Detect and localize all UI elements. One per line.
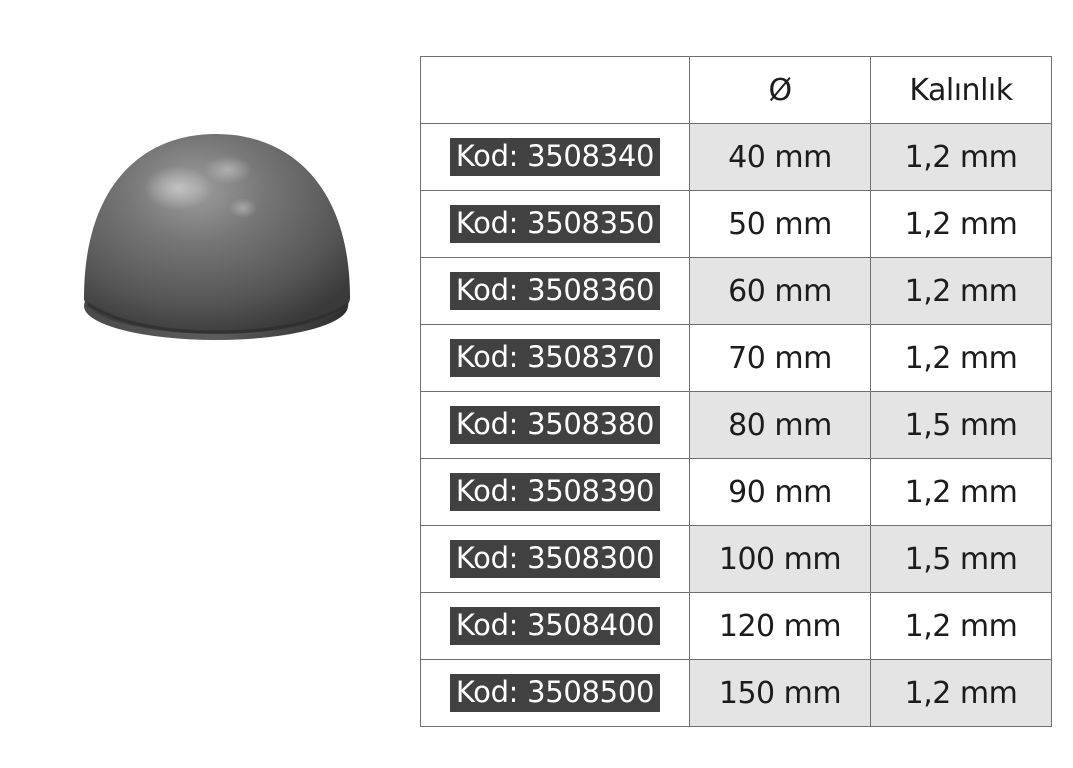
thickness-cell: 1,2 mm bbox=[870, 190, 1052, 258]
diameter-cell: 70 mm bbox=[689, 324, 871, 392]
diameter-cell: 60 mm bbox=[689, 257, 871, 325]
diameter-cell: 40 mm bbox=[689, 123, 871, 191]
thickness-cell: 1,2 mm bbox=[870, 324, 1052, 392]
header-thickness: Kalınlık bbox=[870, 56, 1052, 124]
table-header-row: Ø Kalınlık bbox=[420, 56, 1052, 124]
thickness-cell: 1,2 mm bbox=[870, 257, 1052, 325]
product-code-badge: Kod: 3508500 bbox=[449, 674, 661, 712]
diameter-cell: 100 mm bbox=[689, 525, 871, 593]
diameter-cell: 120 mm bbox=[689, 592, 871, 660]
diameter-cell: 50 mm bbox=[689, 190, 871, 258]
table-row: Kod: 3508340 40 mm 1,2 mm bbox=[420, 123, 1052, 191]
product-code-badge: Kod: 3508370 bbox=[449, 339, 661, 377]
product-code-badge: Kod: 3508300 bbox=[449, 540, 661, 578]
diameter-cell: 90 mm bbox=[689, 458, 871, 526]
table-row: Kod: 3508300 100 mm 1,5 mm bbox=[420, 525, 1052, 593]
diameter-cell: 150 mm bbox=[689, 659, 871, 727]
thickness-cell: 1,2 mm bbox=[870, 592, 1052, 660]
product-code-badge: Kod: 3508400 bbox=[449, 607, 661, 645]
table-row: Kod: 3508400 120 mm 1,2 mm bbox=[420, 592, 1052, 660]
thickness-cell: 1,5 mm bbox=[870, 525, 1052, 593]
thickness-cell: 1,5 mm bbox=[870, 391, 1052, 459]
thickness-cell: 1,2 mm bbox=[870, 458, 1052, 526]
spec-table: Ø Kalınlık Kod: 3508340 40 mm 1,2 mm Kod… bbox=[420, 56, 1052, 727]
product-code-badge: Kod: 3508350 bbox=[449, 205, 661, 243]
product-code-badge: Kod: 3508340 bbox=[449, 138, 661, 176]
table-row: Kod: 3508390 90 mm 1,2 mm bbox=[420, 458, 1052, 526]
product-code-badge: Kod: 3508390 bbox=[449, 473, 661, 511]
thickness-cell: 1,2 mm bbox=[870, 659, 1052, 727]
product-code-badge: Kod: 3508360 bbox=[449, 272, 661, 310]
table-row: Kod: 3508370 70 mm 1,2 mm bbox=[420, 324, 1052, 392]
table-row: Kod: 3508360 60 mm 1,2 mm bbox=[420, 257, 1052, 325]
table-row: Kod: 3508380 80 mm 1,5 mm bbox=[420, 391, 1052, 459]
steel-hemisphere-image bbox=[84, 134, 350, 340]
table-row: Kod: 3508350 50 mm 1,2 mm bbox=[420, 190, 1052, 258]
table-row: Kod: 3508500 150 mm 1,2 mm bbox=[420, 659, 1052, 727]
header-diameter: Ø bbox=[689, 56, 871, 124]
header-code bbox=[420, 56, 690, 124]
thickness-cell: 1,2 mm bbox=[870, 123, 1052, 191]
diameter-cell: 80 mm bbox=[689, 391, 871, 459]
product-code-badge: Kod: 3508380 bbox=[449, 406, 661, 444]
